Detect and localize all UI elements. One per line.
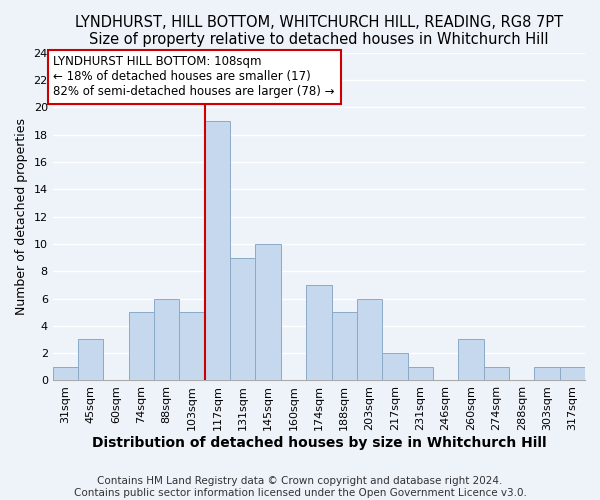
Bar [535, 367, 560, 380]
Bar [407, 367, 433, 380]
Bar [154, 298, 179, 380]
Bar [382, 353, 407, 380]
Bar [458, 340, 484, 380]
Y-axis label: Number of detached properties: Number of detached properties [15, 118, 28, 315]
Bar [357, 298, 382, 380]
Bar [205, 121, 230, 380]
Bar [306, 285, 332, 380]
Bar [332, 312, 357, 380]
Bar [484, 367, 509, 380]
Text: Contains HM Land Registry data © Crown copyright and database right 2024.
Contai: Contains HM Land Registry data © Crown c… [74, 476, 526, 498]
Bar [78, 340, 103, 380]
Bar [230, 258, 256, 380]
Text: LYNDHURST HILL BOTTOM: 108sqm
← 18% of detached houses are smaller (17)
82% of s: LYNDHURST HILL BOTTOM: 108sqm ← 18% of d… [53, 56, 335, 98]
Title: LYNDHURST, HILL BOTTOM, WHITCHURCH HILL, READING, RG8 7PT
Size of property relat: LYNDHURST, HILL BOTTOM, WHITCHURCH HILL,… [75, 15, 563, 48]
Bar [179, 312, 205, 380]
Bar [560, 367, 585, 380]
X-axis label: Distribution of detached houses by size in Whitchurch Hill: Distribution of detached houses by size … [92, 436, 546, 450]
Bar [53, 367, 78, 380]
Bar [129, 312, 154, 380]
Bar [256, 244, 281, 380]
